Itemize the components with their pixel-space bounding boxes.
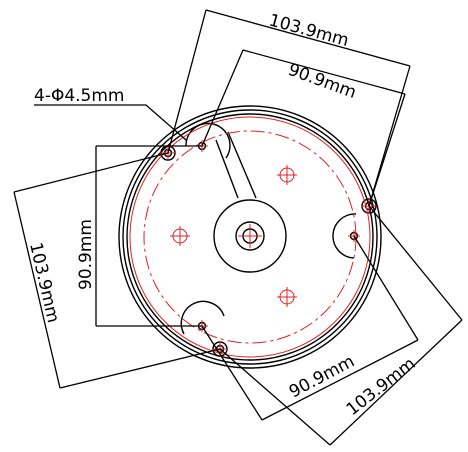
dim-top-outer-line	[167, 9, 411, 207]
dim-left-outer-line	[13, 152, 221, 389]
outer-rim-1	[118, 105, 382, 369]
cross-marks	[160, 140, 377, 357]
pcd-circle-1	[129, 116, 371, 358]
outer-rim-3	[126, 113, 374, 361]
dim-top-outer-text: 103.9mm	[267, 11, 351, 51]
dim-top-inner-line	[201, 49, 406, 207]
dim-left-inner-line	[95, 145, 202, 327]
slot-arm	[215, 131, 257, 199]
hole-callout-text: 4-Φ4.5mm	[34, 86, 125, 106]
outer-rim-2	[122, 109, 378, 365]
dim-left-outer-text: 103.9mm	[25, 241, 63, 325]
lug-top-left	[185, 122, 231, 159]
lug-right	[332, 213, 357, 259]
pcd-circle-2	[143, 130, 357, 344]
dimension-lines	[13, 9, 463, 446]
dim-bottom-outer-line	[219, 205, 463, 446]
lug-bottom-left	[180, 300, 225, 335]
center-boss-outer	[213, 199, 287, 273]
dim-bottom-inner-line	[201, 235, 419, 421]
dim-left-inner-text: 90.9mm	[76, 219, 96, 290]
center-boss-mid	[235, 221, 265, 251]
dim-top-inner-text: 90.9mm	[285, 60, 359, 103]
callout-leader	[34, 104, 187, 141]
